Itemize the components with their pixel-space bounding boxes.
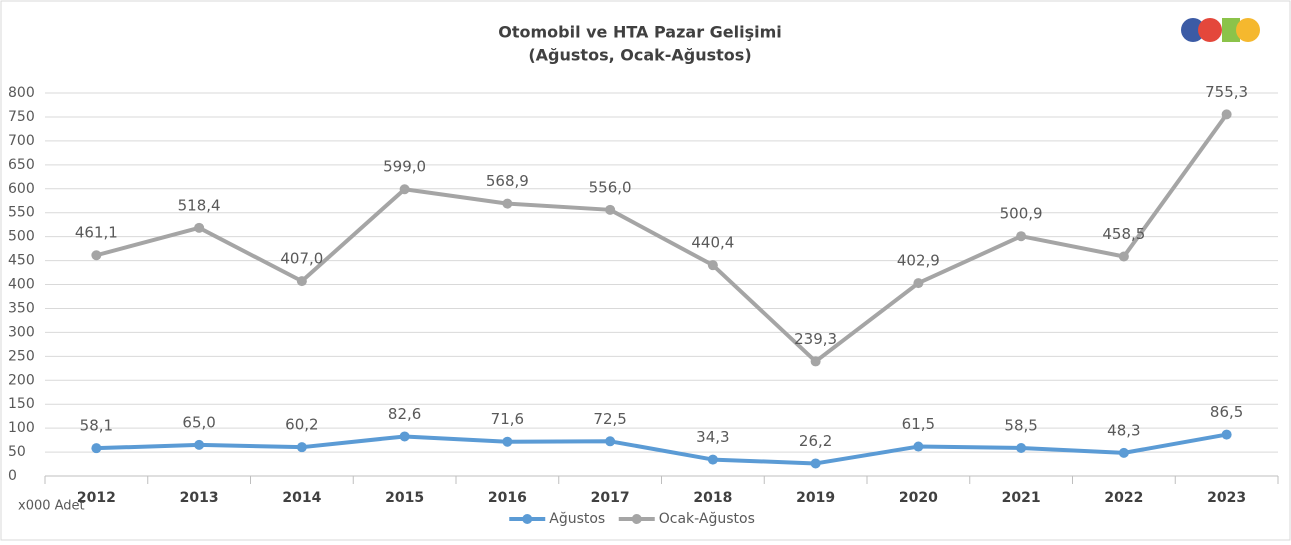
marker: [810, 356, 821, 367]
y-tick-label: 200: [8, 372, 35, 388]
y-tick-label: 450: [8, 253, 35, 269]
x-tick-label: 2017: [591, 490, 630, 506]
marker: [194, 439, 205, 450]
data-label: 82,6: [388, 405, 421, 423]
data-label: 48,3: [1107, 421, 1140, 439]
marker: [502, 436, 513, 447]
y-tick-label: 750: [8, 109, 35, 125]
marker: [1118, 251, 1129, 262]
data-label: 71,6: [491, 410, 524, 428]
data-label: 556,0: [589, 178, 632, 196]
y-tick-label: 100: [8, 420, 35, 436]
marker: [399, 431, 410, 442]
y-tick-label: 250: [8, 348, 35, 364]
data-label: 65,0: [182, 413, 215, 431]
x-tick-label: 2016: [488, 490, 527, 506]
marker: [194, 222, 205, 233]
legend-label: Ağustos: [549, 511, 605, 527]
marker: [296, 442, 307, 453]
data-label: 500,9: [1000, 205, 1043, 223]
marker: [91, 443, 102, 454]
data-label: 34,3: [696, 428, 729, 446]
data-label: 239,3: [794, 330, 837, 348]
data-label: 518,4: [178, 196, 221, 214]
marker: [91, 250, 102, 261]
marker: [296, 276, 307, 287]
y-tick-label: 50: [8, 444, 26, 460]
data-label: 86,5: [1210, 403, 1243, 421]
y-unit-label: x000 Adet: [18, 499, 85, 514]
marker: [1118, 447, 1129, 458]
marker: [1016, 442, 1027, 453]
marker: [502, 198, 513, 209]
legend-marker: [522, 514, 533, 524]
data-label: 58,5: [1004, 416, 1037, 434]
y-tick-label: 700: [8, 133, 35, 149]
x-tick-label: 2019: [796, 490, 835, 506]
y-tick-label: 650: [8, 157, 35, 173]
marker: [1221, 109, 1232, 120]
x-tick-label: 2014: [282, 490, 321, 506]
data-label: 58,1: [80, 417, 113, 435]
y-tick-label: 350: [8, 300, 35, 316]
x-tick-label: 2023: [1207, 490, 1246, 506]
y-tick-label: 300: [8, 324, 35, 340]
marker: [605, 204, 616, 215]
x-tick-label: 2022: [1104, 490, 1143, 506]
data-label: 60,2: [285, 416, 318, 434]
logo: [1181, 18, 1260, 42]
y-tick-label: 550: [8, 205, 35, 221]
marker: [605, 436, 616, 447]
marker: [707, 454, 718, 465]
marker: [810, 458, 821, 469]
marker: [1221, 429, 1232, 440]
y-tick-label: 400: [8, 277, 35, 293]
x-tick-label: 2018: [693, 490, 732, 506]
y-tick-label: 800: [8, 85, 35, 101]
y-tick-label: 500: [8, 229, 35, 245]
x-tick-label: 2021: [1002, 490, 1041, 506]
marker: [707, 260, 718, 271]
marker: [913, 278, 924, 289]
x-tick-label: 2020: [899, 490, 938, 506]
x-tick-label: 2012: [77, 490, 116, 506]
data-label: 458,5: [1102, 225, 1145, 243]
data-label: 440,4: [691, 234, 734, 252]
data-label: 61,5: [902, 415, 935, 433]
series-line: [95, 113, 1229, 364]
series-line: [96, 432, 1227, 466]
data-label: 72,5: [593, 410, 626, 428]
y-tick-label: 600: [8, 181, 35, 197]
data-label: 407,0: [280, 250, 323, 268]
chart-subtitle: (Ağustos, Ocak-Ağustos): [528, 46, 751, 65]
data-label: 755,3: [1205, 83, 1248, 101]
marker: [399, 184, 410, 195]
chart-title: Otomobil ve HTA Pazar Gelişimi: [498, 23, 782, 42]
y-tick-label: 150: [8, 396, 35, 412]
data-label: 599,0: [383, 158, 426, 176]
x-tick-label: 2015: [385, 490, 424, 506]
y-tick-label: 0: [8, 468, 17, 484]
x-tick-label: 2013: [180, 490, 219, 506]
marker: [913, 441, 924, 452]
legend-marker: [631, 514, 642, 524]
data-label: 568,9: [486, 172, 529, 190]
legend-label: Ocak-Ağustos: [659, 511, 755, 527]
data-label: 402,9: [897, 252, 940, 270]
marker: [1016, 231, 1027, 242]
data-label: 26,2: [799, 432, 832, 450]
data-label: 461,1: [75, 224, 118, 242]
